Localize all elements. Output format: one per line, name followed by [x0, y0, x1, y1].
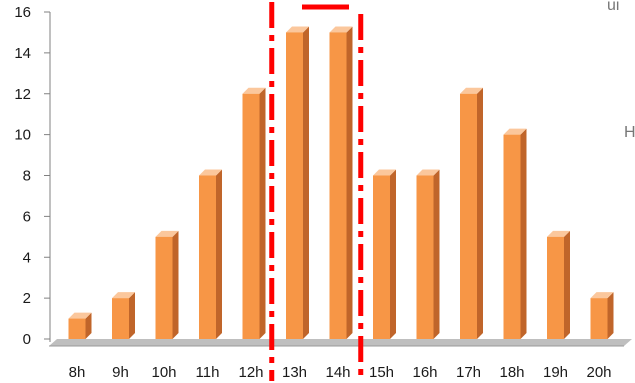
bar-top: [503, 128, 527, 135]
bar: [373, 169, 396, 339]
bar: [416, 169, 440, 339]
x-tick-label: 16h: [412, 364, 437, 381]
y-tick-label: 12: [14, 86, 31, 103]
bar: [460, 87, 483, 339]
bar-front: [286, 32, 303, 339]
bar: [155, 230, 179, 339]
bars: [68, 26, 614, 339]
bar-top: [242, 87, 266, 94]
bar-top: [460, 87, 483, 94]
bar-top: [373, 169, 396, 176]
partial-text-top-right: ui: [607, 0, 619, 14]
bar-top: [68, 312, 92, 319]
bar-top: [286, 26, 309, 33]
bar-front: [199, 175, 216, 339]
bar-top: [112, 292, 135, 299]
y-tick-label: 8: [23, 168, 31, 185]
bar: [329, 26, 353, 339]
bar-front: [242, 93, 260, 339]
bar: [503, 128, 527, 339]
bar-side: [129, 292, 135, 339]
y-tick-label: 16: [14, 4, 31, 21]
bar-front: [547, 236, 564, 339]
x-tick-label: 11h: [196, 364, 220, 381]
bar: [68, 312, 92, 339]
x-tick-label: 13h: [282, 364, 307, 381]
bar-front: [373, 175, 390, 339]
x-tick-label: 19h: [543, 364, 568, 381]
bar: [286, 26, 309, 339]
highlight-box: [269, 2, 364, 381]
x-tick-label: 20h: [586, 364, 611, 381]
x-tick-label: 15h: [369, 364, 394, 381]
bar-front: [590, 298, 608, 339]
bar-top: [416, 169, 440, 176]
x-tick-label: 12h: [238, 364, 263, 381]
bar-front: [112, 298, 129, 339]
y-tick-label: 10: [14, 127, 31, 144]
y-tick-label: 2: [23, 290, 31, 307]
x-tick-label: 10h: [151, 364, 176, 381]
bar-front: [460, 93, 477, 339]
y-tick-label: 0: [23, 331, 31, 348]
bar-side: [607, 292, 614, 339]
bar-side: [564, 230, 570, 339]
bar: [590, 292, 614, 339]
bar-front: [503, 134, 521, 339]
y-tick-label: 14: [14, 45, 31, 62]
bar-front: [416, 175, 434, 339]
bar-top: [547, 230, 570, 237]
bar: [547, 230, 570, 339]
x-tick-label: 18h: [499, 364, 524, 381]
bar: [112, 292, 135, 339]
bar-front: [329, 32, 347, 339]
x-axis-labels: 8h 9h 10h 11h 12h 13h 14h 15h 16h 17h 18h 19h 20h: [69, 364, 612, 381]
y-tick-label: 4: [23, 249, 31, 266]
bar-side: [303, 26, 309, 339]
bar-front: [155, 236, 173, 339]
bar-side: [346, 26, 353, 339]
bar-side: [172, 230, 179, 339]
y-axis: 0 2 4 6 8 10 12 14 16: [14, 4, 51, 348]
bar-side: [390, 169, 396, 339]
x-tick-label: 17h: [456, 364, 481, 381]
partial-text-mid-right: H: [624, 124, 635, 141]
bar-top: [199, 169, 222, 176]
x-tick-label: 9h: [112, 364, 129, 381]
bar-front: [68, 318, 86, 339]
bar-side: [433, 169, 440, 339]
bar-side: [85, 312, 92, 339]
bar-top: [155, 230, 179, 237]
chart-floor: [49, 339, 632, 347]
bar: [199, 169, 222, 339]
floor-top: [49, 339, 632, 346]
x-tick-label: 8h: [69, 364, 86, 381]
bar-side: [216, 169, 222, 339]
bar-side: [259, 87, 266, 339]
bar-side: [477, 87, 483, 339]
bar: [242, 87, 266, 339]
x-tick-label: 14h: [325, 364, 350, 381]
y-tick-label: 6: [23, 208, 31, 225]
bar-top: [329, 26, 353, 33]
bar-side: [520, 128, 527, 339]
bar-top: [590, 292, 614, 299]
